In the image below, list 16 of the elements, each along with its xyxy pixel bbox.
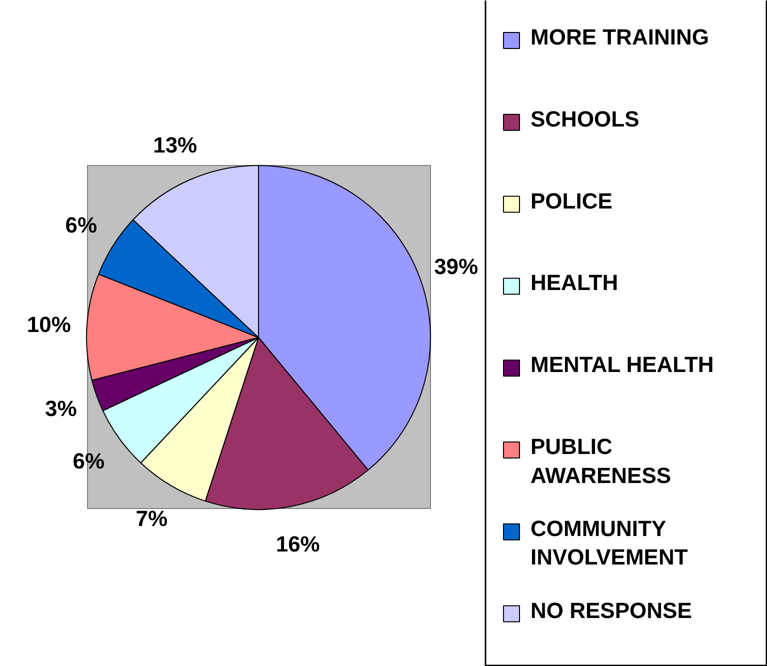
data-label: 6%	[65, 212, 98, 238]
legend-label: MENTAL HEALTH	[530, 352, 714, 378]
data-label: 16%	[276, 531, 320, 556]
data-label: 39%	[434, 254, 478, 279]
legend-label: HEALTH	[530, 270, 618, 296]
data-label: 10%	[26, 312, 71, 337]
legend-label: POLICE	[530, 188, 612, 214]
data-label: 13%	[153, 132, 198, 158]
data-label: 6%	[72, 448, 105, 474]
legend-label: SCHOOLS	[530, 106, 640, 132]
data-label: 7%	[136, 506, 168, 531]
legend-label: PUBLIC AWARENESS	[530, 434, 672, 488]
legend-label: COMMUNITY INVOLVEMENT	[530, 516, 688, 570]
data-label: 3%	[45, 396, 77, 422]
legend-label: NO RESPONSE	[530, 598, 692, 623]
legend-label: MORE TRAINING	[530, 24, 709, 50]
